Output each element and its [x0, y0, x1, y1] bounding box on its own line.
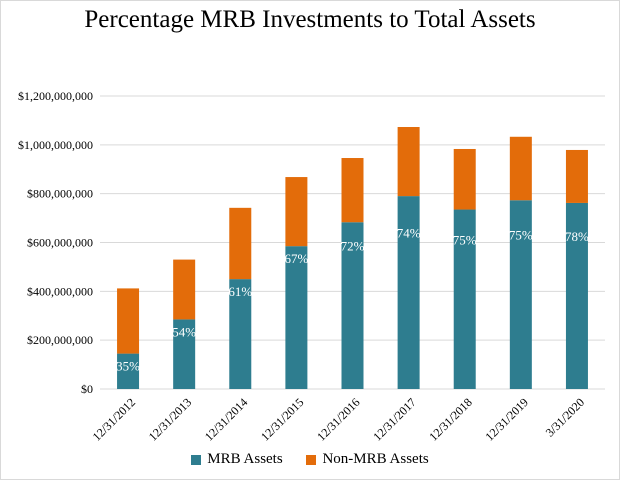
bar-mrb-assets — [117, 353, 140, 389]
x-tick-label: 12/31/2017 — [370, 395, 419, 444]
x-tick-label: 12/31/2013 — [146, 395, 195, 444]
y-tick-label: $200,000,000 — [27, 333, 93, 347]
bar-non-mrb-assets — [453, 148, 476, 210]
bar-data-label: 74% — [397, 226, 421, 241]
y-tick-label: $1,200,000,000 — [18, 89, 93, 103]
x-tick-label: 12/31/2014 — [202, 395, 251, 444]
bar-data-label: 35% — [116, 359, 140, 374]
legend-swatch-non-mrb — [306, 454, 317, 465]
bar-non-mrb-assets — [397, 127, 420, 197]
x-tick-label: 12/31/2016 — [314, 395, 363, 444]
bar-mrb-assets — [341, 222, 364, 389]
bar-data-label: 54% — [172, 324, 196, 339]
bar-non-mrb-assets — [509, 136, 532, 201]
legend-swatch-mrb — [191, 454, 202, 465]
bar-non-mrb-assets — [565, 149, 588, 203]
chart-title: Percentage MRB Investments to Total Asse… — [84, 6, 536, 33]
bar-non-mrb-assets — [341, 158, 364, 223]
bar-mrb-assets — [453, 209, 476, 389]
y-tick-label: $0 — [81, 382, 93, 396]
x-tick-label: 12/31/2012 — [90, 395, 139, 444]
y-tick-label: $600,000,000 — [27, 236, 93, 250]
x-tick-label: 12/31/2018 — [426, 395, 475, 444]
y-tick-label: $800,000,000 — [27, 187, 93, 201]
bar-data-label: 72% — [341, 239, 365, 254]
y-tick-label: $400,000,000 — [27, 284, 93, 298]
bar-mrb-assets — [285, 246, 308, 389]
x-tick-label: 12/31/2015 — [258, 395, 307, 444]
bar-mrb-assets — [229, 279, 252, 389]
legend-item-non-mrb: Non-MRB Assets — [306, 451, 429, 468]
bar-mrb-assets — [173, 319, 196, 389]
bar-mrb-assets — [397, 196, 420, 389]
x-tick-label: 12/31/2019 — [482, 395, 531, 444]
bar-mrb-assets — [565, 202, 588, 389]
legend-item-mrb: MRB Assets — [191, 451, 283, 468]
bar-non-mrb-assets — [173, 259, 196, 320]
bar-mrb-assets — [509, 200, 532, 389]
bar-data-label: 75% — [453, 232, 477, 247]
legend-label-mrb: MRB Assets — [207, 451, 283, 467]
bar-data-label: 61% — [228, 284, 252, 299]
chart-legend: MRB Assets Non-MRB Assets — [0, 451, 620, 470]
bar-data-label: 67% — [284, 251, 308, 266]
x-tick-label: 3/31/2020 — [543, 395, 587, 439]
bar-non-mrb-assets — [229, 207, 252, 280]
bar-data-label: 78% — [565, 229, 589, 244]
bar-non-mrb-assets — [117, 288, 140, 354]
bar-non-mrb-assets — [285, 177, 308, 247]
legend-label-non-mrb: Non-MRB Assets — [322, 451, 429, 467]
bar-data-label: 75% — [509, 228, 533, 243]
y-tick-label: $1,000,000,000 — [18, 138, 93, 152]
